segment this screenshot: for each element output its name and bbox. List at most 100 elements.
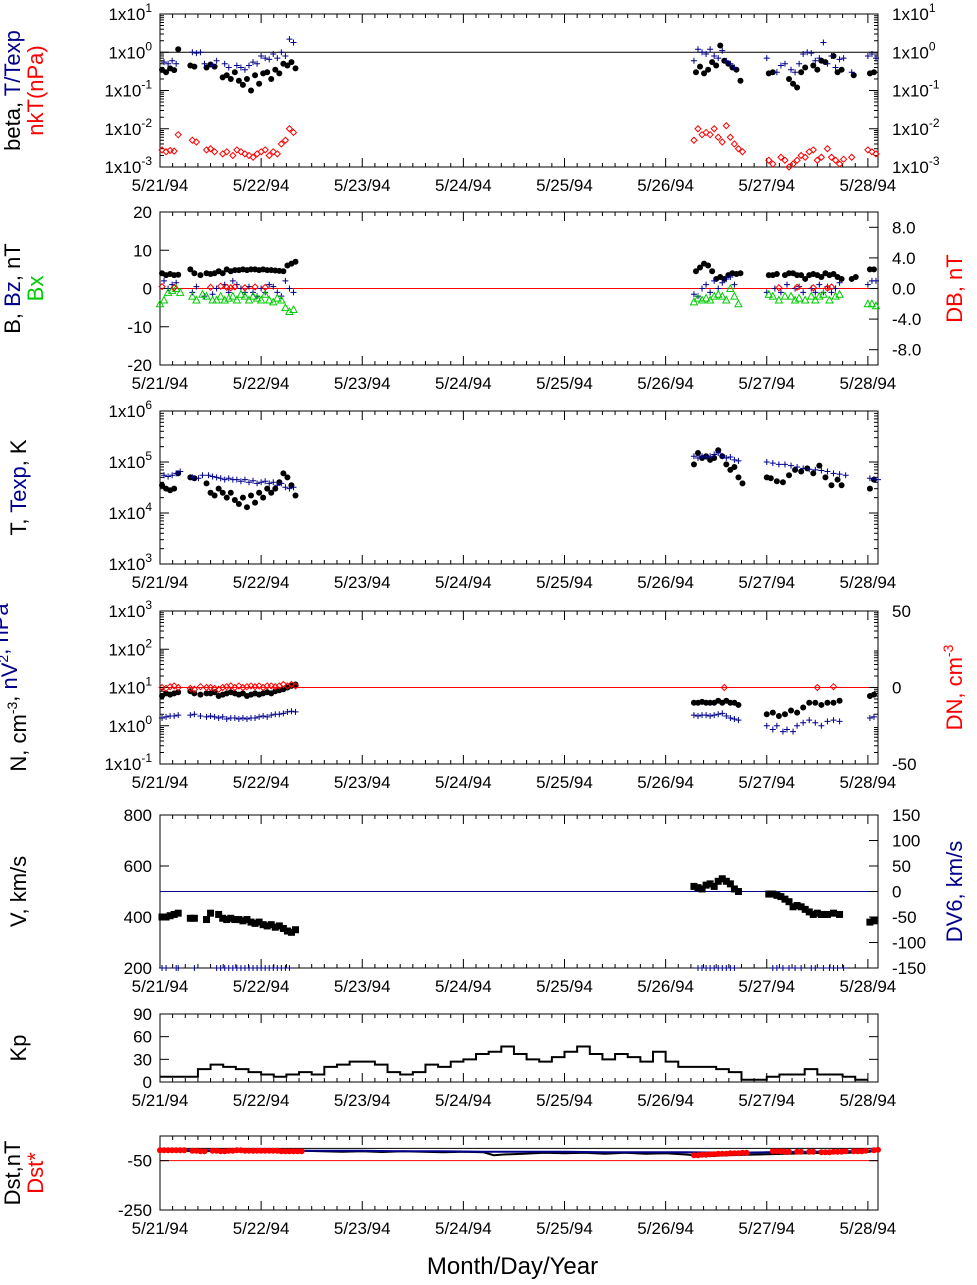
p3-series-1-point [735,457,742,464]
p3-series-1-point [775,461,782,468]
p3-series-1-point [274,482,281,489]
p4-series-2-point [190,685,199,693]
p2-series-2-point [281,303,290,312]
p4-series-0-point [818,701,825,708]
p3-series-1-point [806,466,813,473]
p1-series-1-point [723,57,730,64]
p4-series-0-point [292,681,299,688]
p3-series-1-point [723,454,730,461]
p1-series-1-point [169,57,176,64]
p1-series-2-point [823,145,832,153]
p1-series-1-point [836,56,843,63]
p1-x-tick-label: 5/21/94 [132,176,189,195]
p5-series-0-point [219,914,227,922]
p1-series-1-point [237,64,244,71]
p5-series-1-point [792,965,799,971]
p4-series-1-point [818,722,825,729]
p5-series-0-point [801,905,809,913]
p4-series-1-point [203,713,210,720]
p2-series-1-point [800,289,807,296]
p1-series-2-point [281,136,290,144]
p2-series-1-point [812,289,819,296]
p3-series-0-point [159,482,166,489]
p2-y-axis-label: Bx [23,276,48,302]
p1-series-1-point [241,66,248,73]
p4-series-1-point [159,714,166,721]
p3-series-1-point [258,479,265,486]
p2-series-2-point [260,289,270,298]
p2-series-2-point [819,289,828,298]
p4-series-2-point [267,682,275,690]
p1-series-1-point [189,49,196,56]
p2-y-right-tick-label: 0.0 [892,280,916,299]
p4-series-1-point [723,712,730,719]
p5-series-0-point [287,928,295,936]
p3-series-0-point [739,480,746,487]
p4-series-2-point [174,683,182,692]
p4-series-1-point [211,713,218,720]
p2-x-tick-label: 5/22/94 [233,374,290,393]
p1-series-2-point [793,156,801,164]
p2-series-3-point [793,283,801,292]
p4-series-1-point [830,717,837,724]
p2-series-1-point [290,289,297,296]
p4-series-2-point [243,682,251,691]
p1-series-1-point [703,51,710,58]
p4-series-0-point [781,711,788,718]
p7-y-tick-label: -50 [127,1152,152,1171]
p5-series-0-point [773,891,781,899]
p2-series-2-point [693,293,703,302]
x-axis-title: Month/Day/Year [426,1253,599,1280]
p2-series-0-point [175,271,182,278]
p3-x-tick-label: 5/24/94 [435,573,492,592]
p1-x-tick-label: 5/25/94 [536,176,593,195]
p1-plot-frame [159,13,879,168]
p6-x-tick-label: 5/22/94 [233,1091,290,1110]
p1-series-2-point [257,148,265,156]
p2-series-2-point [202,291,211,300]
p7-x-tick-label: 5/25/94 [536,1219,593,1238]
p3-series-0-point [239,494,246,501]
p3-series-0-point [223,494,230,501]
p1-x-tick-label: 5/22/94 [233,176,290,195]
p1-y-right-tick-label: 1x10-2 [892,116,940,139]
p6-series-0-line [160,1045,868,1081]
p1-series-0-point [256,80,263,87]
p4-series-1-point [276,711,283,718]
p1-series-2-point [864,146,872,154]
p3-series-0-point [723,461,730,468]
p1-series-1-point [711,52,718,59]
p5-x-tick-label: 5/28/94 [840,977,897,996]
p3-series-0-point [171,485,178,492]
p1-series-1-point [254,60,261,67]
p2-series-1-point [872,277,879,284]
p1-series-1-point [221,60,228,67]
p5-series-1-point [840,965,847,971]
p1-series-2-point [192,138,201,146]
p2-series-2-point [198,289,207,298]
p5-series-0-point [706,880,714,888]
p1-series-1-point [731,64,738,71]
p2-series-2-point [825,295,834,304]
p2-series-1-point [229,277,236,284]
p1-series-2-point [249,153,257,161]
p2-series-2-point [705,295,715,304]
p1-series-2-point [698,130,706,139]
p1-series-1-point [727,60,734,67]
p1-series-2-point [847,153,856,161]
p5-y-right-tick-label: 100 [892,832,920,851]
p1-series-2-point [202,146,211,154]
p4-x-tick-label: 5/28/94 [840,773,897,792]
p1-series-2-point [233,146,241,154]
p1-series-1-point [173,60,180,67]
p1-y-tick-label: 1x10-3 [104,154,152,177]
p3-series-1-point [694,454,701,461]
p2-series-2-point [264,295,274,304]
p4-series-1-point [239,714,246,721]
p1-series-2-point [831,156,840,164]
p4-series-1-point [824,718,831,725]
p4-series-1-point [769,726,776,733]
p2-series-2-point [800,295,810,304]
p2-series-3-point [227,284,235,292]
p2-series-1-point [703,281,710,288]
